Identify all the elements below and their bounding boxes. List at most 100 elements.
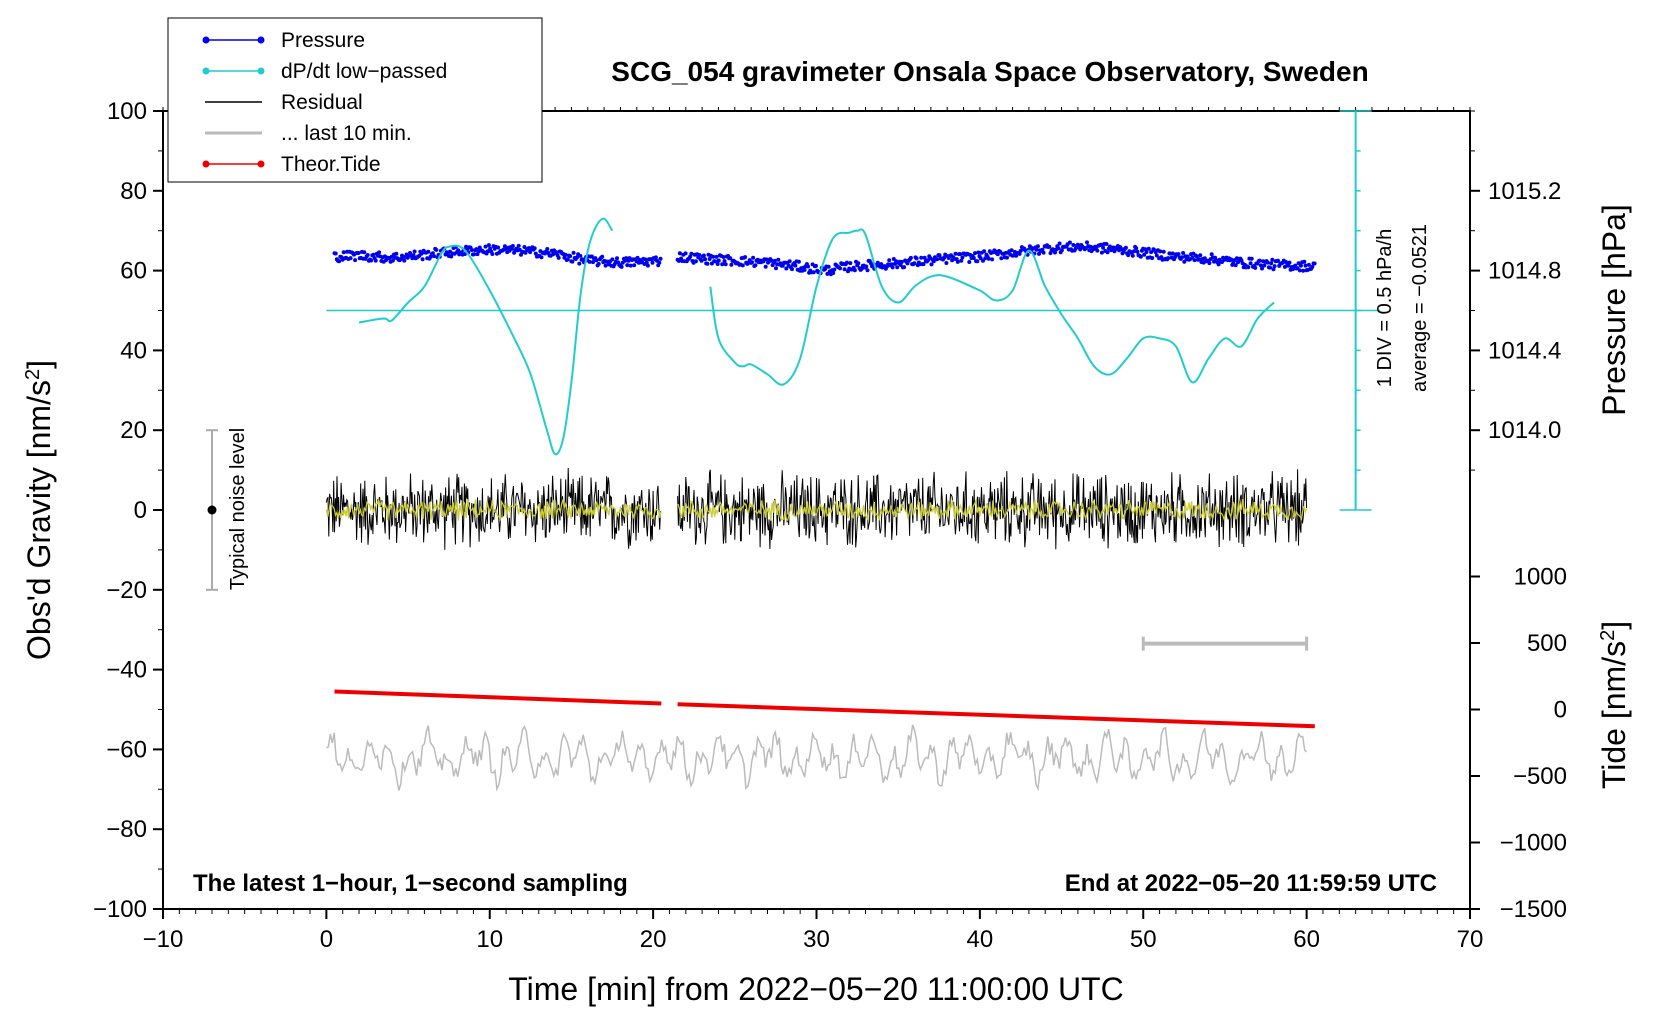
pressure-point xyxy=(369,258,374,263)
y-tick-label-8: −60 xyxy=(106,736,147,763)
pressure-point xyxy=(986,256,991,261)
pressure-point xyxy=(921,262,926,267)
pressure-point xyxy=(587,259,592,264)
pressure-point xyxy=(889,262,894,267)
pressure-point xyxy=(1040,247,1045,252)
y-tick-label-5: 0 xyxy=(134,497,147,524)
x-tick-label-1: 0 xyxy=(320,926,333,953)
noise-bar-center xyxy=(207,505,217,515)
pressure-point xyxy=(802,267,807,272)
pressure-point xyxy=(1041,250,1046,255)
pressure-point xyxy=(912,261,917,266)
pressure-point xyxy=(1146,246,1151,251)
pressure-point xyxy=(469,248,474,252)
pressure-point xyxy=(490,252,495,256)
pressure-tick-label-3: 1014.0 xyxy=(1488,417,1561,444)
pressure-point xyxy=(348,256,353,261)
x-tick-label-0: −10 xyxy=(143,926,184,953)
y-axis-label-tide: Tide [nm/s2] xyxy=(1596,621,1632,789)
pressure-point xyxy=(784,266,789,271)
y-axis-label-pressure: Pressure [hPa] xyxy=(1596,204,1632,416)
series-line-2-0 xyxy=(334,689,662,706)
pressure-point xyxy=(610,257,615,262)
x-tick-label-6: 50 xyxy=(1130,926,1157,953)
pressure-point xyxy=(975,259,980,264)
pressure-point xyxy=(496,245,501,250)
pressure-point xyxy=(831,271,836,275)
pressure-point xyxy=(960,255,965,260)
pressure-point xyxy=(935,257,940,262)
pressure-point xyxy=(1301,268,1306,273)
legend-label-0: Pressure xyxy=(281,29,365,52)
pressure-point xyxy=(899,259,904,264)
pressure-point xyxy=(591,260,595,265)
y-axis-label-left-close: ] xyxy=(21,360,57,369)
pressure-point xyxy=(787,259,792,264)
pressure-point xyxy=(1180,255,1184,260)
pressure-point xyxy=(1131,249,1136,254)
pressure-point xyxy=(1105,250,1110,255)
pressure-point xyxy=(1192,258,1197,263)
pressure-point xyxy=(740,263,745,268)
y-tick-label-3: 40 xyxy=(120,337,147,364)
pressure-point xyxy=(533,251,538,256)
x-tick-label-3: 20 xyxy=(640,926,667,953)
noise-level-label: Typical noise level xyxy=(227,428,249,590)
pressure-point xyxy=(472,252,477,257)
pressure-point xyxy=(1056,246,1061,251)
pressure-point xyxy=(341,250,346,255)
pressure-point xyxy=(1298,263,1303,268)
pressure-point xyxy=(522,245,527,249)
pressure-point xyxy=(483,244,488,249)
pressure-point xyxy=(1098,242,1103,247)
pressure-point xyxy=(826,264,831,269)
pressure-point xyxy=(1161,249,1166,254)
pressure-point xyxy=(519,252,523,257)
pressure-point xyxy=(488,246,493,251)
legend-label-3: ... last 10 min. xyxy=(281,122,412,145)
pressure-point xyxy=(971,256,976,260)
pressure-point xyxy=(1253,265,1258,270)
pressure-point xyxy=(1130,253,1135,258)
y-tick-label-10: −100 xyxy=(93,896,147,923)
pressure-tick-label-1: 1014.8 xyxy=(1488,258,1561,285)
y-tick-label-0: 100 xyxy=(107,98,147,125)
pressure-point xyxy=(796,259,801,264)
pressure-point xyxy=(1239,258,1244,263)
pressure-point xyxy=(1197,257,1202,262)
pressure-point xyxy=(1233,263,1238,268)
y-tick-label-2: 60 xyxy=(120,258,147,285)
pressure-point xyxy=(790,267,794,272)
pressure-point xyxy=(337,259,342,264)
pressure-point xyxy=(650,260,655,265)
pressure-point xyxy=(1269,261,1274,266)
pressure-point xyxy=(699,258,704,263)
pressure-point xyxy=(528,250,533,255)
pressure-point xyxy=(603,263,608,268)
pressure-point xyxy=(1302,259,1307,264)
pressure-point xyxy=(793,263,798,268)
pressure-point xyxy=(1257,258,1262,263)
pressure-point xyxy=(571,250,576,255)
pressure-point xyxy=(1104,242,1109,246)
pressure-point xyxy=(1271,267,1276,272)
pressure-point xyxy=(1229,257,1234,262)
tide-tick-label-1: 500 xyxy=(1527,630,1567,657)
pressure-point xyxy=(844,260,849,265)
pressure-point xyxy=(1123,245,1128,250)
pressure-point xyxy=(390,258,395,263)
pressure-point xyxy=(1150,256,1155,260)
pressure-point xyxy=(722,259,727,263)
pressure-point xyxy=(859,266,864,271)
pressure-point xyxy=(929,262,934,267)
pressure-point xyxy=(848,261,853,266)
decor-layer xyxy=(206,110,1381,651)
pressure-point xyxy=(973,251,977,256)
pressure-point xyxy=(982,249,987,254)
pressure-point xyxy=(806,264,810,269)
pressure-point xyxy=(1078,247,1083,252)
series-layer xyxy=(325,217,1317,792)
pressure-point xyxy=(716,258,721,263)
pressure-point xyxy=(1095,248,1100,253)
pressure-point xyxy=(1138,254,1143,259)
